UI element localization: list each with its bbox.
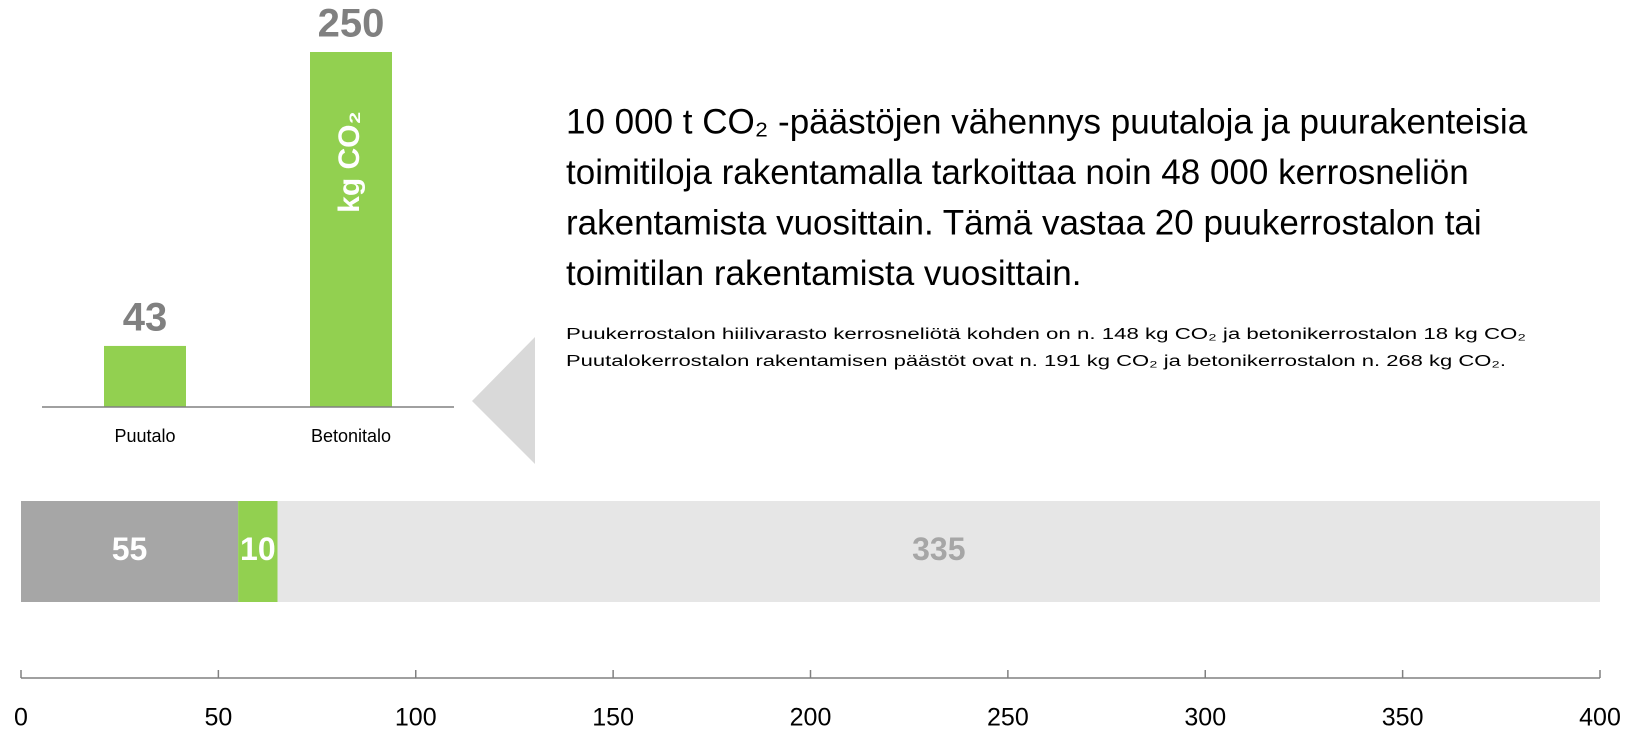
x-tick-label: 400 [1579, 704, 1621, 729]
segment-label: 335 [912, 531, 965, 567]
bar [104, 345, 186, 407]
x-tick-label: 300 [1184, 704, 1226, 729]
inner-label: kg CO₂ [333, 111, 366, 213]
x-tick-label: Puutalo [114, 426, 175, 446]
value-label: 43 [123, 296, 168, 340]
x-tick-label: 100 [395, 704, 437, 729]
bar-segment [277, 501, 1600, 602]
segment-label: 10 [240, 531, 276, 567]
x-tick-label: 350 [1382, 704, 1424, 729]
headline-line: 10 000 t CO₂ -päästöjen vähennys puutalo… [566, 102, 1528, 141]
headline-line: rakentamista vuosittain. Tämä vastaa 20 … [566, 203, 1482, 242]
x-tick-label: Betonitalo [311, 426, 391, 446]
x-tick-label: 50 [204, 704, 232, 729]
note-line: Puukerrostalon hiilivarasto kerrosneliöt… [566, 326, 1526, 343]
bar-segment [21, 501, 239, 602]
bar-segment [238, 501, 278, 602]
x-tick-label: 250 [987, 704, 1029, 729]
bar [310, 52, 392, 407]
headline-line: toimitilan rakentamista vuosittain. [566, 254, 1082, 293]
pointer-triangle [472, 337, 535, 464]
x-tick-label: 200 [790, 704, 832, 729]
x-tick-label: 0 [14, 704, 28, 729]
segment-label: 55 [112, 531, 148, 567]
headline-line: toimitiloja rakentamalla tarkoittaa noin… [566, 153, 1469, 192]
note-line: Puutalokerrostalon rakentamisen päästöt … [566, 353, 1506, 370]
x-tick-label: 150 [592, 704, 634, 729]
value-label: 250 [318, 2, 385, 46]
